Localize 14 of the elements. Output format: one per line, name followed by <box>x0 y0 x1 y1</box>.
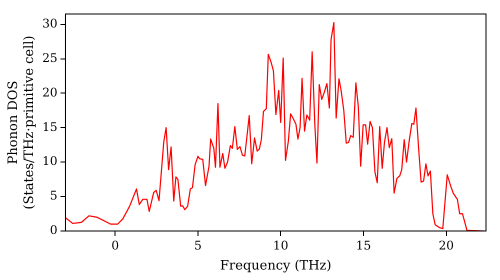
x-tick-label: 0 <box>111 238 119 252</box>
x-tick-label: 20 <box>438 238 454 252</box>
y-tick-label: 5 <box>50 188 58 203</box>
y-axis-title: Phonon DOS (States/THz·primitive cell) <box>6 35 37 210</box>
x-tick-label: 15 <box>356 238 372 252</box>
x-axis-title: Frequency (THz) <box>220 258 332 274</box>
y-tick-label: 30 <box>42 16 58 30</box>
x-tick-label: 10 <box>273 238 288 252</box>
y-tick-label: 20 <box>42 85 58 100</box>
x-tick-label: 5 <box>194 238 202 252</box>
y-tick-label: 0 <box>50 223 58 238</box>
y-tick-label: 10 <box>42 154 58 168</box>
y-tick-label: 15 <box>42 120 58 134</box>
y-tick-label: 25 <box>42 50 58 65</box>
